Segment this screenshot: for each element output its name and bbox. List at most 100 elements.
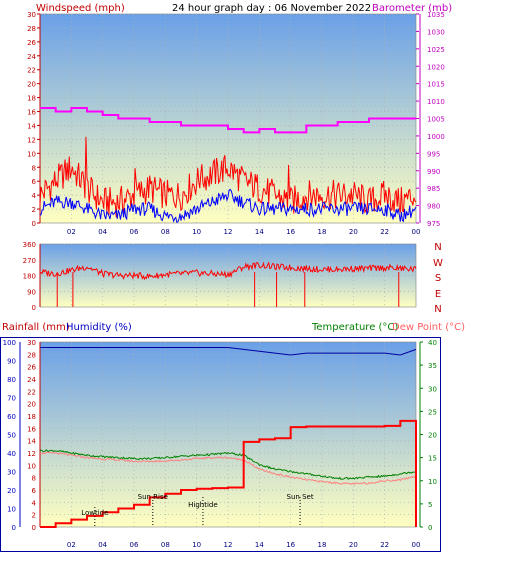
humidity-tick-label: 20 (7, 487, 16, 495)
direction-tick-label: 360 (23, 241, 36, 249)
top-x-tick-label: 06 (130, 228, 139, 236)
rain-tick-label: 12 (27, 450, 36, 458)
top-x-tick-label: 16 (286, 228, 295, 236)
bottom-x-tick-label: 06 (130, 541, 139, 549)
direction-tick-label: 0 (32, 304, 36, 312)
baro-tick-label: 1035 (427, 11, 445, 19)
humidity-tick-label: 90 (7, 358, 16, 366)
dewpoint-line (39, 451, 417, 486)
barometer-axis-label: Barometer (mb) (372, 3, 452, 14)
top-x-tick-label: 20 (349, 228, 358, 236)
top-x-tick-label: 12 (224, 228, 233, 236)
top-x-tick-label: 14 (255, 228, 264, 236)
temperature-axis-label: Temperature (°C) (311, 322, 398, 333)
compass-label-e: E (435, 289, 441, 300)
bottom-x-tick-label: 04 (98, 541, 107, 549)
wind-tick-label: 22 (27, 67, 36, 75)
temp-tick-label: 10 (428, 478, 437, 486)
humidity-tick-label: 30 (7, 469, 16, 477)
bottom-x-tick-label: 10 (192, 541, 201, 549)
compass-label-n: N (434, 304, 441, 315)
temp-tick-label: 5 (428, 501, 432, 509)
rainfall-axis-label: Rainfall (mm) (2, 322, 70, 333)
wind-tick-label: 26 (27, 39, 36, 47)
rain-tick-label: 30 (27, 339, 36, 347)
top-x-tick-label: 08 (161, 228, 170, 236)
wind-tick-label: 18 (27, 95, 36, 103)
bottom-x-tick-label: 20 (349, 541, 358, 549)
humidity-tick-label: 100 (3, 339, 16, 347)
baro-tick-label: 990 (427, 168, 440, 176)
rain-tick-label: 24 (27, 376, 36, 384)
humidity-tick-label: 80 (7, 376, 16, 384)
rainfall-line (40, 419, 417, 528)
event-label: Sun Rise (138, 493, 168, 501)
dewpoint-axis-label: Dew Point (°C) (392, 322, 465, 333)
top-x-tick-label: 00 (412, 228, 421, 236)
wind-average-line (39, 188, 417, 223)
humidity-line (40, 347, 417, 356)
wind-tick-label: 10 (27, 150, 36, 158)
humidity-tick-label: 0 (12, 524, 16, 532)
bottom-x-tick-label: 08 (161, 541, 170, 549)
event-label: Lowtide (81, 509, 108, 517)
baro-tick-label: 1015 (427, 81, 445, 89)
wind-tick-label: 30 (27, 11, 36, 19)
wind-tick-label: 24 (27, 53, 36, 61)
temperature-line (39, 449, 417, 480)
rain-tick-label: 16 (27, 425, 36, 433)
rain-tick-label: 0 (32, 524, 36, 532)
top-x-tick-label: 04 (98, 228, 107, 236)
event-label: Hightide (188, 501, 218, 509)
bottom-x-tick-label: 12 (224, 541, 233, 549)
temp-tick-label: 30 (428, 385, 437, 393)
temp-tick-label: 25 (428, 408, 437, 416)
bottom-x-tick-label: 02 (67, 541, 76, 549)
top-x-tick-label: 02 (67, 228, 76, 236)
humidity-axis-label: Humidity (%) (66, 322, 132, 333)
wind-tick-label: 12 (27, 136, 36, 144)
temp-tick-label: 20 (428, 432, 437, 440)
temp-tick-label: 0 (428, 524, 432, 532)
wind-tick-label: 2 (32, 206, 36, 214)
humidity-tick-label: 40 (7, 450, 16, 458)
bottom-x-tick-label: 18 (318, 541, 327, 549)
chart-layer: 3028262422201816141210864201035103010251… (3, 11, 445, 549)
rain-tick-label: 20 (27, 401, 36, 409)
rain-tick-label: 8 (32, 475, 36, 483)
rain-tick-label: 2 (32, 512, 36, 520)
baro-tick-label: 975 (427, 220, 440, 228)
baro-tick-label: 1005 (427, 116, 445, 124)
humidity-tick-label: 60 (7, 413, 16, 421)
event-label: Sun Set (287, 493, 314, 501)
baro-tick-label: 980 (427, 203, 440, 211)
windspeed-axis-label: Windspeed (mph) (36, 3, 125, 14)
wind-tick-label: 14 (27, 122, 36, 130)
rain-tick-label: 4 (32, 499, 37, 507)
humidity-tick-label: 10 (7, 506, 16, 514)
chart-title: 24 hour graph day : 06 November 2022 (172, 3, 371, 14)
wind-tick-label: 28 (27, 25, 36, 33)
barometer-line (40, 107, 416, 134)
rain-tick-label: 10 (27, 462, 36, 470)
wind-tick-label: 0 (32, 220, 36, 228)
humidity-tick-label: 50 (7, 432, 16, 440)
bottom-x-tick-label: 00 (412, 541, 421, 549)
rain-tick-label: 26 (27, 364, 36, 372)
compass-label-n: N (434, 242, 441, 253)
direction-tick-label: 180 (23, 273, 36, 281)
baro-tick-label: 1030 (427, 28, 445, 36)
baro-tick-label: 995 (427, 150, 440, 158)
wind-tick-label: 20 (27, 81, 36, 89)
direction-tick-label: 270 (23, 257, 36, 265)
direction-line (39, 261, 417, 281)
baro-tick-label: 1000 (427, 133, 445, 141)
wind-tick-label: 4 (32, 192, 37, 200)
compass-label-w: W (433, 258, 443, 269)
compass-label-s: S (435, 273, 441, 284)
top-x-tick-label: 18 (318, 228, 327, 236)
rain-tick-label: 6 (32, 487, 37, 495)
baro-tick-label: 1010 (427, 98, 445, 106)
